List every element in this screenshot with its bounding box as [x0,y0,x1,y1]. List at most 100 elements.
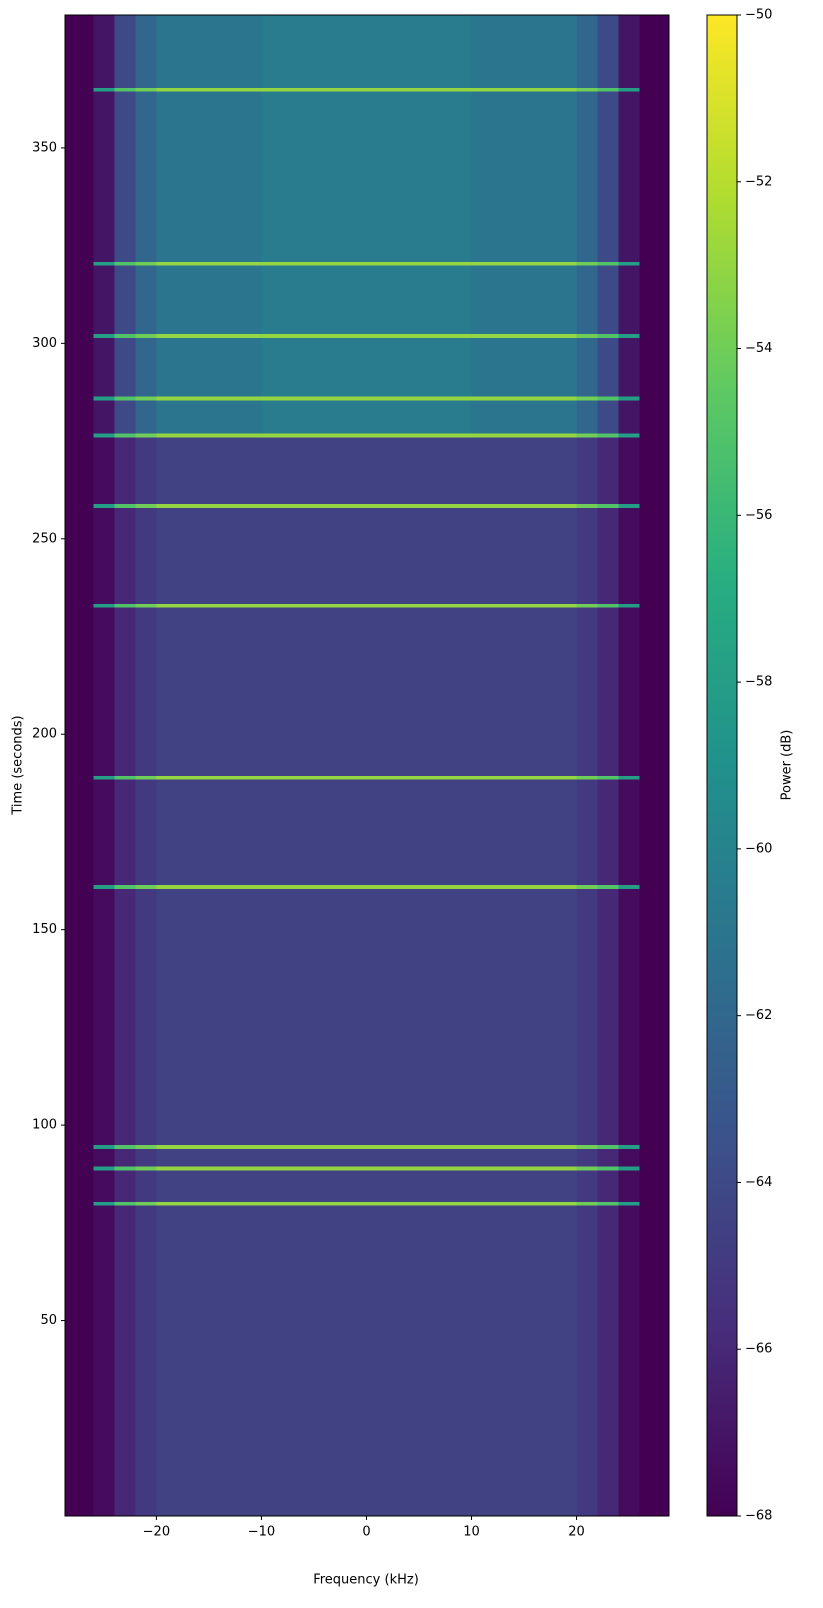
heatmap-cell [93,1166,115,1171]
heatmap-cell [135,1166,157,1171]
heatmap-cell [618,400,641,434]
heatmap-cell [366,437,473,505]
heatmap-cell [618,265,641,335]
heatmap-cell [114,603,136,608]
heatmap-cell [597,503,620,509]
heatmap-cell [597,1201,620,1206]
heatmap-cell [597,396,620,401]
heatmap-cell [597,1166,620,1171]
heatmap-cell [639,503,670,509]
heatmap-cell [366,503,473,509]
heatmap-cell [135,87,157,92]
heatmap-cell [471,91,578,262]
heatmap-cell [471,433,578,438]
heatmap-cell [65,507,94,604]
heatmap-cell [261,607,367,776]
heatmap-cell [93,396,115,401]
heatmap-cell [576,433,599,438]
heatmap-cell [65,884,94,890]
heatmap-cell [576,607,599,776]
heatmap-cell [156,437,262,505]
heatmap-cell [156,775,262,780]
heatmap-cell [597,333,620,338]
heatmap-cell [576,507,599,604]
heatmap-cell [639,1144,670,1150]
heatmap-cell [93,333,115,338]
heatmap-cell [156,261,262,266]
heatmap-cell [618,1201,641,1206]
heatmap-cell [639,884,670,890]
heatmap-cell [65,603,94,608]
heatmap-cell [597,437,620,505]
heatmap-cell [618,87,641,92]
heatmap-cell [597,1144,620,1150]
heatmap-cell [93,91,115,262]
heatmap-cell [471,15,578,88]
heatmap-cell [366,779,473,886]
heatmap-cell [93,437,115,505]
heatmap-cell [366,337,473,397]
heatmap-cell [471,888,578,1146]
x-tick-label: 10 [463,1525,480,1540]
heatmap-cell [135,779,157,886]
colorbar-tick-label: −68 [745,1509,772,1524]
heatmap-cell [471,400,578,434]
heatmap-cell [618,261,641,266]
heatmap-cell [65,433,94,438]
heatmap-cell [65,775,94,780]
heatmap-cell [65,437,94,505]
heatmap-cell [639,333,670,338]
heatmap-cell [639,91,670,262]
colorbar-tick-label: −54 [745,341,772,356]
heatmap-cell [471,396,578,401]
heatmap-cell [639,888,670,1146]
y-tick-label: 300 [32,336,57,351]
heatmap-cell [261,888,367,1146]
colorbar-tick-label: −64 [745,1175,772,1190]
heatmap-cell [156,507,262,604]
heatmap-cell [261,433,367,438]
heatmap-cell [639,603,670,608]
heatmap-cell [114,333,136,338]
heatmap-cell [65,333,94,338]
heatmap-cell [366,1144,473,1150]
heatmap-cell [156,1148,262,1167]
colorbar [706,14,738,1517]
heatmap-cell [618,15,641,88]
heatmap-cell [639,87,670,92]
heatmap-cell [114,775,136,780]
heatmap-cell [618,396,641,401]
heatmap-cell [156,91,262,262]
heatmap-cell [261,1166,367,1171]
colorbar-tick-label: −56 [745,508,772,523]
heatmap-cell [576,1144,599,1150]
heatmap-cell [576,261,599,266]
heatmap-cell [93,1205,115,1517]
heatmap-cell [471,1205,578,1517]
heatmap-cell [366,888,473,1146]
heatmap-cell [597,1170,620,1202]
heatmap-cell [576,603,599,608]
heatmap-cell [639,779,670,886]
heatmap-cell [156,1166,262,1171]
heatmap-cell [135,507,157,604]
heatmap-cell [65,400,94,434]
heatmap-cell [597,775,620,780]
heatmap-cell [156,400,262,434]
heatmap-cell [135,888,157,1146]
heatmap-cell [618,603,641,608]
heatmap-cell [114,507,136,604]
heatmap-cell [114,91,136,262]
x-tick-label: −20 [143,1525,170,1540]
heatmap-cell [114,265,136,335]
colorbar-label: Power (dB) [780,730,795,801]
heatmap-cell [156,265,262,335]
heatmap-cell [261,15,367,88]
heatmap-cell [93,1148,115,1167]
heatmap-cell [597,15,620,88]
heatmap-cell [597,1205,620,1517]
heatmap-cell [597,607,620,776]
heatmap-cell [471,337,578,397]
heatmap-cell [135,503,157,509]
heatmap-cell [65,503,94,509]
